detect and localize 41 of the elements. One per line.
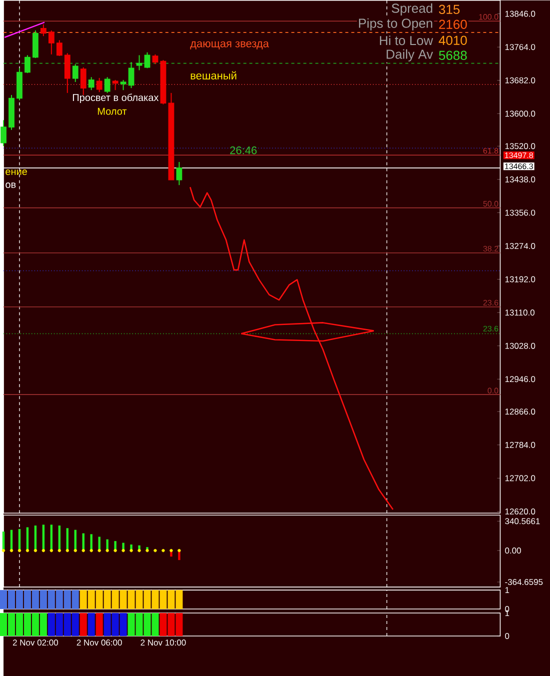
annotation: 5688 (438, 50, 467, 60)
annotation: Pips to Open (358, 18, 432, 30)
y-tick-label: 13682.0 (505, 77, 536, 84)
y-tick-label: 12620.0 (505, 508, 536, 514)
y-tick-label: 12784.0 (505, 442, 536, 448)
y-tick-label: 1 (505, 587, 509, 593)
y-tick-label: 13028.0 (505, 342, 536, 349)
x-tick-label: 2 Nov 02:00 (12, 640, 58, 646)
annotation: Spread (392, 3, 432, 16)
y-tick-label: 13764.0 (505, 44, 536, 50)
y-tick-label: 0.00 (504, 548, 521, 554)
annotation: вешаный (190, 71, 236, 80)
y-tick-label: 13520.0 (505, 143, 536, 150)
annotation: ов (6, 182, 16, 188)
y-tick-label: 13846.0 (505, 10, 536, 17)
y-tick-label: 0 (504, 606, 510, 612)
y-tick-label: -364.6595 (505, 579, 543, 586)
y-tick-label: 13356.0 (505, 210, 536, 216)
y-tick-label: 12702.0 (505, 475, 536, 482)
annotation: Daily Av (386, 49, 433, 62)
x-tick-label: 2 Nov 10:00 (140, 640, 186, 646)
annotation: ение (6, 170, 27, 176)
annotation: 315 (438, 4, 460, 14)
y-tick-label: 0 (504, 633, 510, 640)
y-tick-label: 13110.0 (505, 310, 534, 316)
y-tick-label: 12946.0 (505, 376, 536, 382)
y-tick-label: 13600.0 (505, 110, 536, 117)
annotation: Молот (98, 108, 127, 115)
y-tick-label: 340.5661 (504, 518, 540, 524)
annotation: 4010 (438, 36, 467, 45)
y-tick-label: 13274.0 (505, 242, 536, 249)
annotation: Просвет в облаках (72, 94, 158, 104)
annotation: дающая звезда (190, 41, 269, 50)
y-tick-label: 12866.0 (505, 408, 536, 415)
x-tick-label: 2 Nov 06:00 (76, 640, 122, 646)
y-tick-label: 1 (505, 610, 509, 616)
annotation: 26:46 (230, 146, 257, 154)
y-tick-label: 13192.0 (505, 276, 536, 282)
annotation: 2160 (439, 20, 467, 29)
y-tick-label: 13438.0 (505, 176, 536, 182)
annotation: Hi to Low (380, 36, 433, 46)
